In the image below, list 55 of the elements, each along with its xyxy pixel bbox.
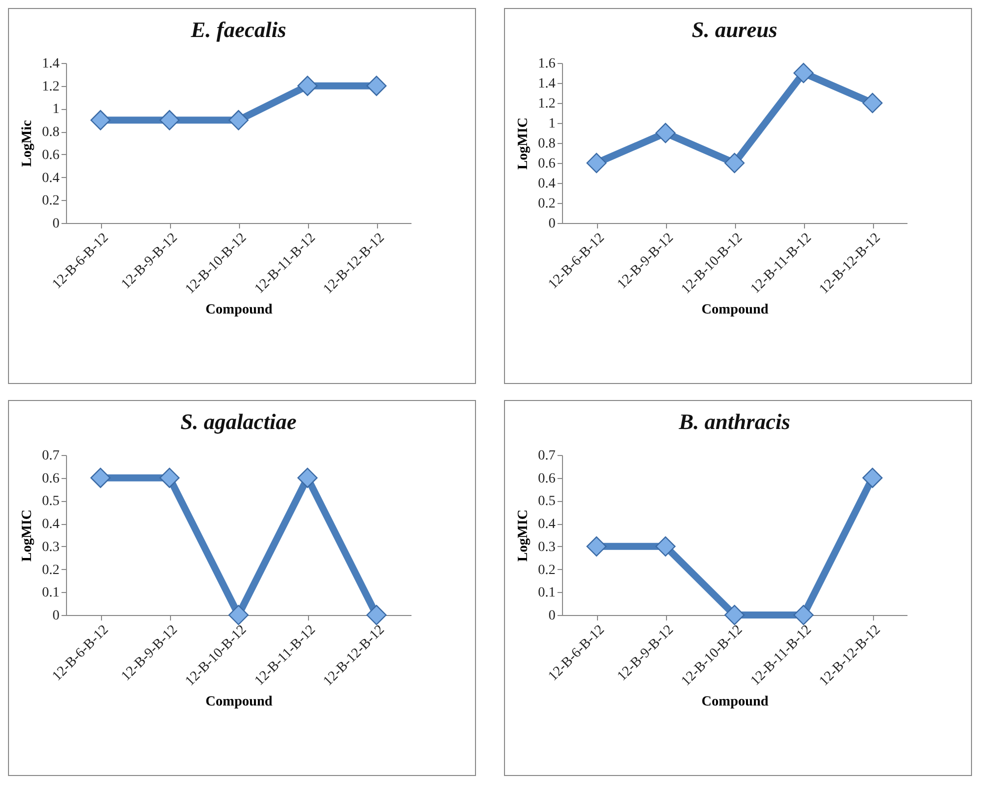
y-axis-title: LogMIC	[20, 509, 35, 562]
point	[793, 604, 814, 626]
y-tick-label: 0.6	[42, 148, 60, 163]
y-tick-label: 1	[52, 102, 60, 118]
chart-title: B. anthracis	[678, 409, 790, 434]
y-tick-label: 0.5	[42, 494, 60, 510]
y-tick-label: 1	[548, 116, 556, 132]
y-tick-label: 0.4	[42, 517, 60, 532]
x-axis-title: Compound	[702, 302, 769, 318]
point	[724, 604, 745, 626]
y-tick-label: 0.6	[538, 156, 556, 172]
y-tick-label: 0.6	[538, 471, 556, 486]
y-axis-title: LogMic	[20, 120, 35, 167]
y-tick-label: 0	[548, 216, 556, 232]
point	[724, 152, 745, 174]
y-axis-title: LogMIC	[516, 117, 531, 170]
y-tick-label: 1.2	[42, 79, 60, 94]
y-tick-label: 0.3	[538, 540, 556, 555]
y-tick-label: 0.1	[538, 586, 556, 601]
y-tick-label: 0	[548, 608, 556, 624]
x-axis-title: Compound	[702, 694, 769, 710]
y-tick-label: 0.8	[42, 125, 60, 140]
y-tick-label: 0.4	[538, 176, 556, 192]
y-tick-label: 0	[52, 608, 60, 624]
y-tick-label: 0.2	[42, 194, 60, 209]
chart-title: S. agalactiae	[180, 409, 297, 434]
point	[586, 152, 607, 174]
y-tick-label: 1.4	[538, 76, 556, 92]
y-tick-label: 0	[52, 216, 60, 232]
chart-title: E. faecalis	[190, 17, 286, 42]
y-tick-label: 1.4	[42, 56, 60, 72]
point	[655, 536, 676, 557]
chart-title: S. aureus	[692, 17, 778, 42]
point	[862, 92, 883, 114]
point	[655, 122, 676, 144]
y-tick-label: 0.8	[538, 136, 556, 152]
point	[862, 468, 883, 488]
y-axis-title: LogMIC	[516, 509, 531, 562]
y-tick-label: 0.1	[42, 586, 60, 601]
y-tick-label: 0.5	[538, 494, 556, 510]
y-tick-label: 0.2	[42, 562, 60, 578]
point	[793, 62, 814, 84]
y-tick-label: 1.6	[538, 56, 556, 72]
y-tick-label: 0.2	[538, 196, 556, 212]
x-axis-title: Compound	[206, 302, 273, 318]
y-tick-label: 1.2	[538, 96, 556, 112]
y-tick-label: 0.3	[42, 540, 60, 555]
y-tick-label: 0.2	[538, 562, 556, 578]
y-tick-label: 0.6	[42, 471, 60, 486]
y-tick-label: 0.7	[42, 448, 60, 464]
point	[586, 536, 607, 557]
y-tick-label: 0.4	[42, 170, 60, 186]
x-axis-title: Compound	[206, 694, 273, 710]
y-tick-label: 0.7	[538, 448, 556, 464]
y-tick-label: 0.4	[538, 517, 556, 532]
